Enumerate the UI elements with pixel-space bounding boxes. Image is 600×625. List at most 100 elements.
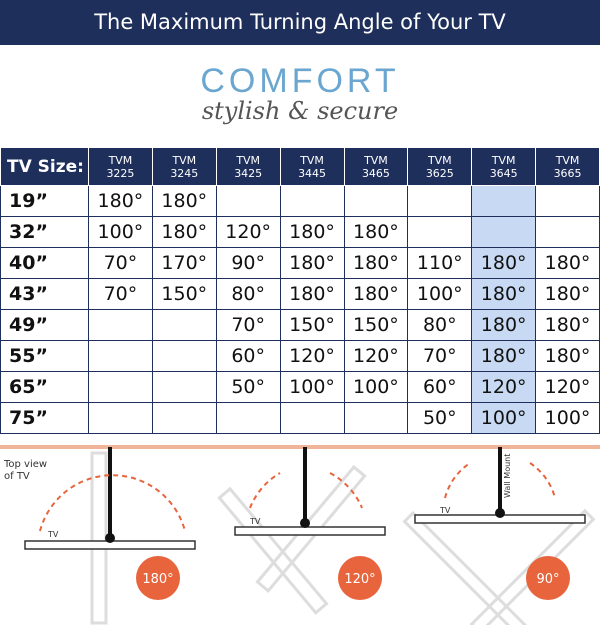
model-number: 3445 xyxy=(298,166,327,180)
angle-cell xyxy=(407,216,473,248)
angle-cell: 100° xyxy=(279,371,345,403)
model-number: 3425 xyxy=(234,166,263,180)
angle-cell xyxy=(535,185,600,217)
angle-cell: 180° xyxy=(471,247,537,279)
brand-tagline: stylish & secure xyxy=(201,97,399,125)
angle-cell: 80° xyxy=(407,309,473,341)
angle-cell: 180° xyxy=(471,309,537,341)
angle-badge: 120° xyxy=(344,572,375,587)
angle-cell: 90° xyxy=(215,247,281,279)
angle-cell: 170° xyxy=(151,247,217,279)
model-header: TVM 3225 xyxy=(88,147,153,186)
angle-cell xyxy=(88,340,153,372)
angle-cell: 180° xyxy=(279,247,345,279)
model-number: 3625 xyxy=(425,166,454,180)
model-prefix: TVM xyxy=(172,153,197,167)
size-cell: 43” xyxy=(0,278,89,310)
top-view-label: Top view of TV xyxy=(3,459,47,482)
angle-cell: 100° xyxy=(535,402,600,434)
size-cell: 19” xyxy=(0,185,89,217)
angle-cell xyxy=(151,371,217,403)
model-header: TVM 3425 xyxy=(215,147,281,186)
angle-cell: 180° xyxy=(88,185,153,217)
model-prefix: TVM xyxy=(108,153,133,167)
model-header: TVM 3645 xyxy=(471,147,537,186)
table-row: 19” 180° 180° xyxy=(0,185,600,217)
brand: COMFORT stylish & secure xyxy=(0,62,600,125)
angle-cell: 180° xyxy=(471,278,537,310)
table-row: 55” 60° 120° 120° 70° 180° 180° xyxy=(0,340,600,372)
angle-cell xyxy=(215,185,281,217)
angle-cell xyxy=(279,185,345,217)
angle-cell: 180° xyxy=(535,309,600,341)
angle-cell: 110° xyxy=(407,247,473,279)
header-row: TV Size: TVM 3225 TVM 3245 TVM 3425 TVM 3445 TVM 3… xyxy=(0,147,600,186)
title-bar: The Maximum Turning Angle of Your TV xyxy=(0,0,600,45)
size-cell: 75” xyxy=(0,402,89,434)
angle-cell xyxy=(88,371,153,403)
angle-cell xyxy=(151,340,217,372)
angle-cell: 70° xyxy=(215,309,281,341)
model-header: TVM 3625 xyxy=(407,147,473,186)
angle-cell: 120° xyxy=(279,340,345,372)
angle-cell: 180° xyxy=(535,278,600,310)
brand-name: COMFORT xyxy=(200,62,400,100)
angle-cell: 120° xyxy=(215,216,281,248)
model-prefix: TVM xyxy=(555,153,580,167)
model-number: 3465 xyxy=(361,166,390,180)
angle-cell xyxy=(215,402,281,434)
angle-cell: 70° xyxy=(407,340,473,372)
model-prefix: TVM xyxy=(300,153,324,167)
angle-cell xyxy=(88,309,153,341)
angle-cell: 150° xyxy=(151,278,217,310)
angle-badge: 180° xyxy=(142,572,173,587)
size-cell: 49” xyxy=(0,309,89,341)
angle-badge: 90° xyxy=(536,572,559,587)
mount-label: Wall Mount xyxy=(503,454,512,498)
size-cell: 40” xyxy=(0,247,89,279)
angle-cell: 180° xyxy=(279,216,345,248)
size-cell: 65” xyxy=(0,371,89,403)
model-number: 3245 xyxy=(170,166,199,180)
angle-cell: 180° xyxy=(535,340,600,372)
angle-cell: 180° xyxy=(151,185,217,217)
angle-cell: 50° xyxy=(407,402,473,434)
tv-label: TV xyxy=(439,506,451,515)
tv-label: TV xyxy=(47,530,59,539)
tv-label: TV xyxy=(249,517,261,526)
angle-cell: 100° xyxy=(88,216,153,248)
angle-cell xyxy=(343,402,409,434)
angle-cell xyxy=(151,309,217,341)
model-header: TVM 3665 xyxy=(535,147,600,186)
angle-cell xyxy=(471,185,537,217)
model-number: 3225 xyxy=(106,166,135,180)
table-row: 40” 70° 170° 90° 180° 180° 110° 180° 180° xyxy=(0,247,600,279)
angle-cell xyxy=(407,185,473,217)
angle-cell: 180° xyxy=(151,216,217,248)
angle-cell: 120° xyxy=(471,371,537,403)
angle-cell: 120° xyxy=(535,371,600,403)
model-prefix: TVM xyxy=(364,153,388,167)
angle-cell xyxy=(535,216,600,248)
angle-cell xyxy=(88,402,153,434)
angle-cell: 180° xyxy=(343,247,409,279)
angle-cell: 100° xyxy=(343,371,409,403)
table-row: 32” 100° 180° 120° 180° 180° xyxy=(0,216,600,248)
angle-cell xyxy=(471,216,537,248)
table-row: 49” 70° 150° 150° 80° 180° 180° xyxy=(0,309,600,341)
model-header: TVM 3465 xyxy=(343,147,409,186)
model-prefix: TVM xyxy=(427,153,452,167)
angle-cell: 70° xyxy=(88,278,153,310)
model-prefix: TVM xyxy=(236,153,261,167)
size-header: TV Size: xyxy=(0,147,89,186)
angle-cell xyxy=(151,402,217,434)
angle-cell: 100° xyxy=(407,278,473,310)
table-row: 43” 70° 150° 80° 180° 180° 100° 180° 180° xyxy=(0,278,600,310)
angle-cell: 180° xyxy=(471,340,537,372)
angle-cell: 100° xyxy=(471,402,537,434)
angle-cell: 60° xyxy=(215,340,281,372)
model-header: TVM 3245 xyxy=(151,147,217,186)
table-row: 75” 50° 100° 100° xyxy=(0,402,600,434)
angle-table: TV Size: TVM 3225 TVM 3245 TVM 3425 TVM 3445 TVM 3… xyxy=(0,147,600,434)
